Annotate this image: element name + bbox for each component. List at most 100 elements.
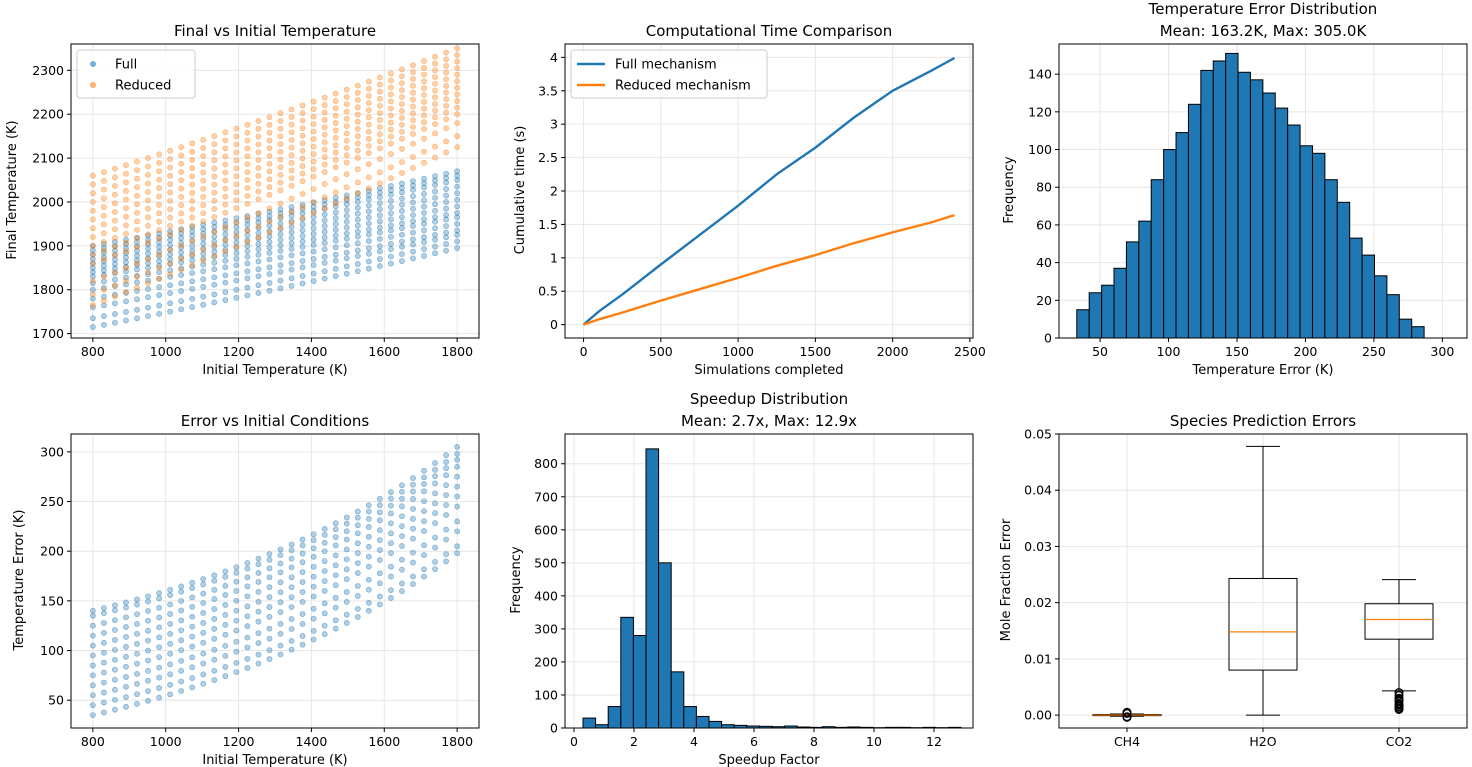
scatter-point-full <box>399 243 405 250</box>
scatter-point-full <box>266 249 273 256</box>
scatter-point <box>211 596 218 602</box>
scatter-point <box>332 617 339 624</box>
scatter-point <box>376 517 383 524</box>
c1-ylabel: Final Temperature (K) <box>5 120 20 259</box>
scatter-point <box>189 643 196 650</box>
y-tick-label: 2.5 <box>538 150 558 165</box>
scatter-point-reduced <box>244 169 251 176</box>
scatter-point-reduced <box>178 210 185 217</box>
scatter-point <box>388 587 394 594</box>
scatter-point-reduced <box>376 180 383 187</box>
scatter-point <box>343 589 350 595</box>
hist-bar <box>632 635 647 729</box>
scatter-point <box>200 680 207 687</box>
scatter-point-reduced <box>134 175 140 182</box>
scatter-point-full <box>432 236 438 243</box>
hist-bar <box>1411 326 1425 339</box>
scatter-point-full <box>255 258 262 265</box>
scatter-point-reduced <box>443 76 450 83</box>
scatter-point <box>178 583 185 590</box>
scatter-point-full <box>321 253 328 260</box>
box-outlier <box>1394 700 1404 710</box>
scatter-point <box>222 631 229 638</box>
scatter-point <box>100 689 107 696</box>
scatter-point <box>123 643 129 650</box>
scatter-point-full <box>365 258 372 265</box>
scatter-point-full <box>167 300 174 307</box>
scatter-point-full <box>211 274 218 281</box>
scatter-point-full <box>145 304 151 311</box>
scatter-point-full <box>388 191 394 198</box>
scatter-point-reduced <box>443 56 450 63</box>
scatter-point-full <box>410 199 416 206</box>
hist-bar <box>1349 237 1363 339</box>
c6-ylabel: Mole Fraction Error <box>999 518 1014 641</box>
scatter-point-full <box>332 215 339 222</box>
scatter-point-reduced <box>255 223 262 230</box>
scatter-point-reduced <box>388 98 394 105</box>
scatter-point <box>222 592 229 598</box>
scatter-point-full <box>421 234 427 241</box>
scatter-point-reduced <box>189 198 196 204</box>
scatter-point <box>255 630 262 637</box>
scatter-point-reduced <box>365 135 372 142</box>
scatter-point-reduced <box>100 247 107 254</box>
hist-bar <box>1113 267 1127 339</box>
scatter-point <box>145 688 151 695</box>
scatter-point-reduced <box>454 91 461 98</box>
scatter-point-reduced <box>112 234 118 241</box>
scatter-point <box>211 656 218 663</box>
scatter-point-reduced <box>376 95 383 102</box>
scatter-point <box>421 573 427 580</box>
scatter-point-reduced <box>112 183 118 189</box>
scatter-point-full <box>354 240 361 247</box>
scatter-point <box>432 534 438 541</box>
y-tick-label: 250 <box>40 494 64 509</box>
scatter-point <box>123 614 129 621</box>
scatter-point <box>178 678 185 685</box>
scatter-point-reduced <box>244 185 251 191</box>
scatter-point <box>421 508 427 515</box>
scatter-point-reduced <box>145 256 151 262</box>
scatter-point-reduced <box>189 173 196 180</box>
scatter-point-full <box>332 257 339 264</box>
scatter-point-full <box>310 236 317 243</box>
scatter-point-full <box>89 304 96 311</box>
scatter-point <box>399 556 405 563</box>
scatter-point-reduced <box>399 101 405 107</box>
scatter-point-reduced <box>222 137 229 144</box>
scatter-point-full <box>443 247 450 254</box>
scatter-point-full <box>388 233 394 240</box>
scatter-point <box>100 679 107 686</box>
scatter-point-reduced <box>123 170 129 177</box>
scatter-point-reduced <box>277 110 284 117</box>
scatter-point-reduced <box>167 156 174 163</box>
scatter-point-reduced <box>443 109 450 116</box>
scatter-point-full <box>123 281 129 288</box>
scatter-point-reduced <box>343 145 350 151</box>
scatter-point-full <box>244 268 251 275</box>
scatter-point-full <box>156 253 162 260</box>
scatter-point <box>354 605 361 612</box>
scatter-point-full <box>222 264 229 271</box>
hist-bar <box>1225 52 1239 339</box>
chart-final-vs-initial: 800 1000 1200 1400 1600 1800 1700 1800 1900 2000 2… <box>32 43 480 359</box>
scatter-point-reduced <box>410 110 416 117</box>
scatter-point-full <box>189 224 196 230</box>
scatter-point-reduced <box>266 176 273 183</box>
scatter-point <box>432 500 438 507</box>
hist-bar <box>1200 69 1214 339</box>
scatter-point-full <box>266 271 273 277</box>
scatter-point-full <box>288 229 295 236</box>
scatter-point-reduced <box>255 157 262 164</box>
x-tick-label: 4 <box>690 734 698 749</box>
scatter-point-reduced <box>244 214 251 221</box>
scatter-point-reduced <box>156 185 162 191</box>
box-co2 <box>1364 603 1434 640</box>
y-tick-label: 20 <box>1036 293 1052 308</box>
hist-bar <box>1262 92 1276 339</box>
scatter-point-full <box>365 245 372 252</box>
scatter-point-reduced <box>244 153 251 160</box>
scatter-point <box>277 630 284 637</box>
hist-bar <box>1324 179 1338 339</box>
